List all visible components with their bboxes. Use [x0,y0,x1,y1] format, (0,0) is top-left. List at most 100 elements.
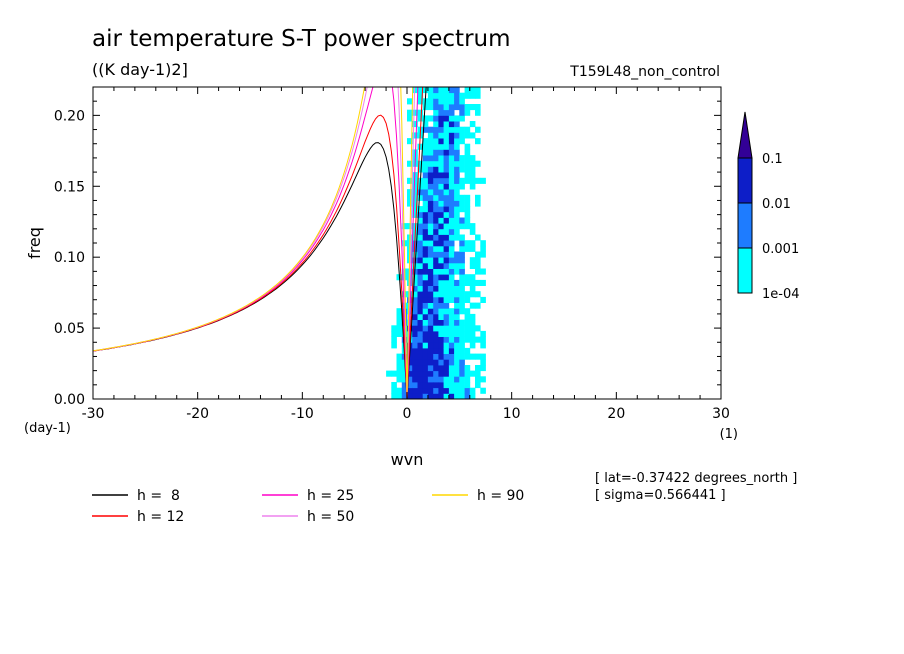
x-tick-label: -20 [186,406,209,422]
contour-cell [464,160,471,167]
contour-cell [427,257,434,264]
contour-cell [433,177,439,184]
contour-cell [391,342,397,349]
contour-cell [422,325,429,332]
contour-cell [464,296,471,303]
colorbar-label: 1e-04 [762,287,800,302]
contour-cell [412,336,418,343]
contour-cell [469,132,476,139]
contour-cell [427,234,434,241]
contour-cell [417,257,424,264]
contour-cell [427,149,434,156]
contour-cell [396,319,403,326]
contour-cell [459,245,465,252]
contour-cell [412,291,418,298]
contour-cell [469,245,476,252]
contour-cell [443,262,450,269]
contour-cell [459,126,465,133]
contour-cell [417,143,424,150]
contour-cell [417,262,424,269]
contour-cell [448,155,455,162]
contour-cell [459,206,465,213]
contour-cell [417,319,424,326]
contour-cell [438,92,444,99]
contour-cell [417,387,424,394]
rossby-curve-h8 [93,142,408,399]
contour-cell [417,313,424,320]
contour-cell [427,160,434,167]
contour-cell [438,342,444,349]
contour-cell [412,149,418,156]
contour-cell [448,200,455,207]
contour-cell [438,251,444,258]
contour-cell [464,325,471,332]
contour-cell [454,347,460,354]
contour-cell [438,336,444,343]
contour-cell [427,143,434,150]
contour-cell [469,257,476,264]
contour-cell [443,245,450,252]
contour-cell [427,268,434,275]
contour-cell [443,104,450,111]
contour-cell [422,274,429,281]
contour-cell [464,92,471,99]
contour-cell [427,217,434,224]
contour-cell [443,302,450,309]
contour-cell [407,109,413,116]
contour-cell [464,382,471,389]
contour-cell [396,313,403,320]
contour-cell [443,234,450,241]
contour-cell [427,194,434,201]
contour-cell [480,240,486,247]
contour-cell [443,353,450,360]
contour-cell [464,245,471,252]
contour-cell [438,365,444,372]
contour-cell [448,319,455,326]
contour-cell [438,166,444,173]
contour-cell [427,342,434,349]
contour-cell [469,279,476,286]
contour-cell [469,336,476,343]
y-tick-label: 0.15 [54,179,85,195]
contour-cell [480,279,486,286]
contour-cell [427,325,434,332]
contour-cell [464,206,471,213]
contour-cell [469,342,476,349]
contour-cell [412,189,418,196]
contour-cell [422,359,429,366]
contour-cell [433,319,439,326]
contour-cell [475,325,481,332]
contour-cell [427,353,434,360]
colorbar-arrow [737,111,753,159]
contour-cell [438,194,444,201]
contour-cell [443,285,450,292]
contour-cell [422,370,429,377]
contour-cell [454,251,460,258]
contour-cell [422,155,429,162]
contour-cell [475,200,481,207]
contour-cell [422,172,429,179]
contour-cell [422,279,429,286]
contour-cell [443,172,450,179]
contour-cell [448,251,455,258]
contour-cell [417,376,424,383]
contour-cell [454,285,460,292]
contour-cell [422,342,429,349]
contour-cell [407,98,413,105]
contour-cell [438,274,444,281]
contour-cell [469,353,476,360]
contour-cell [417,92,424,99]
contour-cell [443,257,450,264]
contour-cell [459,166,465,173]
contour-cell [438,359,444,366]
contour-cell [454,172,460,179]
contour-cell [412,319,418,326]
contour-cell [417,211,424,218]
rossby-curve-h12 [93,114,408,399]
contour-cell [480,376,486,383]
contour-cell [475,268,481,275]
contour-cell [417,291,424,298]
contour-cell [396,308,403,315]
contour-cell [427,98,434,105]
contour-cell [438,245,444,252]
